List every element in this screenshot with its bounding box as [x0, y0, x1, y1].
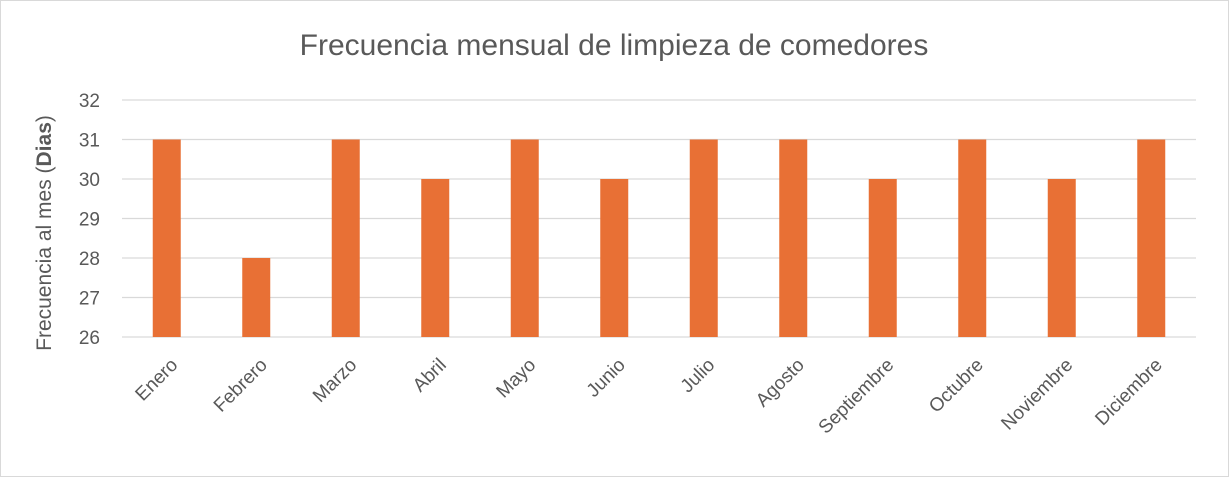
x-tick-label: Abril	[409, 355, 451, 397]
y-axis-ticks: 26 27 28 29 30 31 32	[79, 91, 100, 349]
x-tick-label: Septiembre	[815, 355, 899, 439]
bar-noviembre	[1047, 179, 1076, 337]
x-tick-label: Agosto	[752, 355, 809, 412]
y-tick-label: 26	[79, 328, 100, 349]
bar-junio	[600, 179, 629, 337]
y-tick-label: 31	[79, 131, 100, 152]
y-tick-label: 27	[79, 289, 100, 310]
bar-julio	[689, 139, 718, 337]
bar-febrero	[242, 258, 271, 337]
bar-abril	[421, 179, 450, 337]
x-tick-label: Febrero	[210, 355, 272, 417]
bars	[152, 139, 1166, 337]
x-tick-label: Enero	[132, 355, 183, 406]
y-axis-title: Frecuencia al mes (Dias)	[33, 115, 56, 351]
bar-enero	[152, 139, 181, 337]
y-axis-title-prefix: Frecuencia al mes (	[33, 166, 56, 350]
y-tick-label: 28	[79, 249, 100, 270]
x-tick-label: Marzo	[309, 355, 361, 407]
bar-agosto	[779, 139, 808, 337]
x-tick-label: Octubre	[925, 355, 988, 418]
x-axis-ticks: Enero Febrero Marzo Abril Mayo Junio Julio Agos…	[132, 355, 1167, 439]
y-tick-label: 32	[79, 91, 100, 112]
chart-title: Frecuencia mensual de limpieza de comedo…	[300, 29, 929, 62]
x-tick-label: Junio	[583, 355, 630, 402]
x-tick-label: Noviembre	[997, 355, 1077, 435]
gridlines	[122, 99, 1196, 338]
bar-diciembre	[1137, 139, 1166, 337]
y-axis-title-suffix: )	[33, 115, 56, 122]
x-tick-label: Mayo	[493, 355, 541, 403]
bar-octubre	[958, 139, 987, 337]
x-tick-label: Julio	[677, 355, 719, 397]
bar-mayo	[510, 139, 539, 337]
y-tick-label: 29	[79, 210, 100, 231]
y-tick-label: 30	[79, 170, 100, 191]
bar-marzo	[331, 139, 360, 337]
y-axis-title-unit: Dias	[33, 122, 56, 166]
bar-septiembre	[868, 179, 897, 337]
x-tick-label: Diciembre	[1091, 355, 1166, 430]
